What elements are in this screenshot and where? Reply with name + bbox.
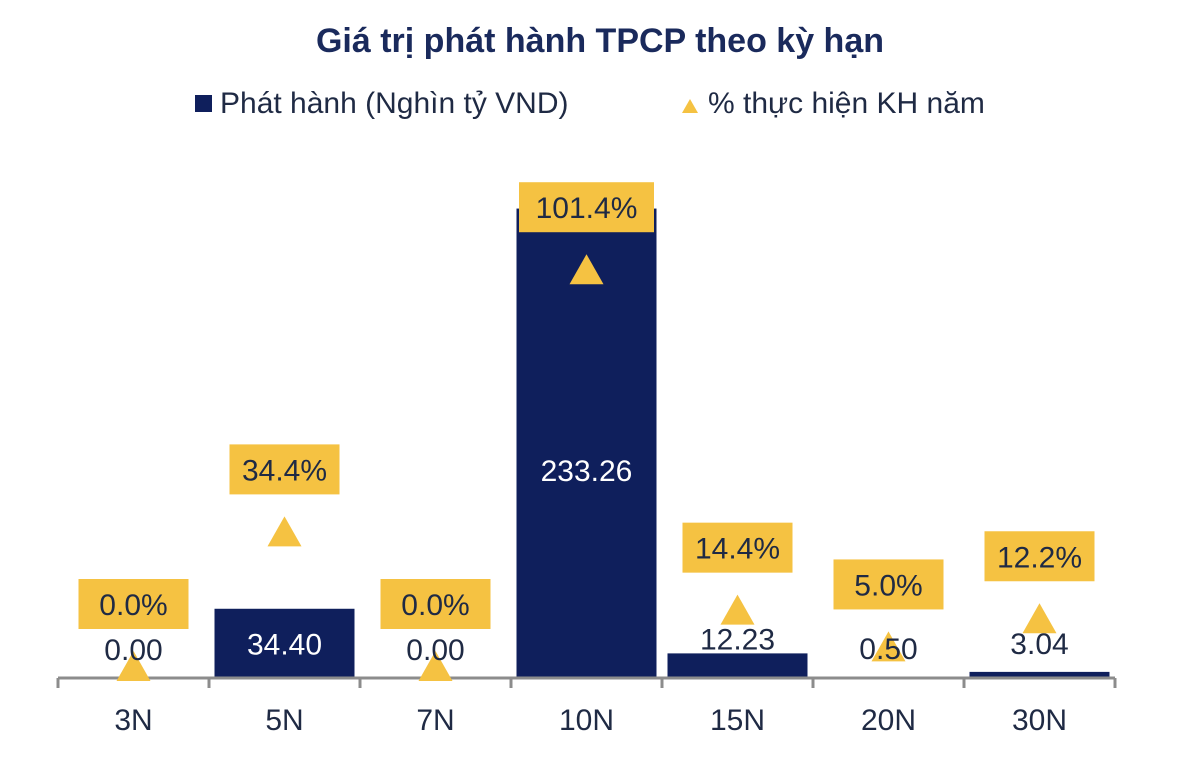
x-tick-label: 15N [710, 704, 765, 737]
bar-value-label: 3.04 [1010, 628, 1068, 661]
x-tick-label: 7N [416, 704, 454, 737]
pct-label-box [984, 531, 1095, 582]
x-tick-label: 30N [1012, 704, 1067, 737]
bar-value-label: 233.26 [541, 455, 633, 488]
pct-marker-15N [720, 594, 755, 625]
x-tick-label: 10N [559, 704, 614, 737]
bars-layer [214, 208, 1110, 678]
bar-30N [969, 671, 1110, 678]
pct-value-label: 0.0% [99, 589, 167, 622]
pct-marker-30N [1022, 603, 1057, 634]
pct-label-box [78, 579, 189, 629]
pct-marker-10N [569, 254, 604, 285]
pct-value-label: 12.2% [997, 541, 1082, 574]
bar-10N [516, 208, 657, 678]
x-tick-label: 3N [114, 704, 152, 737]
pct-value-label: 101.4% [536, 192, 638, 225]
x-tick-label: 5N [265, 704, 303, 737]
pct-label-box [380, 579, 491, 629]
pct-label-box [682, 522, 793, 573]
bar-value-label: 0.00 [104, 634, 162, 667]
pct-label-box [833, 559, 944, 610]
legend-bar-label: Phát hành (Nghìn tỷ VND) [220, 87, 569, 120]
pct-marker-7N [418, 651, 453, 681]
legend: Phát hành (Nghìn tỷ VND) % thực hiện KH … [195, 87, 985, 120]
bar-15N [667, 653, 808, 678]
x-axis: 3N 5N 7N 10N 15N 20N 30N [56, 676, 1117, 737]
markers-layer [116, 254, 1057, 681]
bar-value-label: 34.40 [247, 628, 322, 661]
pct-label-box [229, 444, 340, 495]
bar-5N [214, 608, 355, 678]
pct-marker-5N [267, 516, 302, 547]
pct-value-label: 14.4% [695, 533, 780, 566]
bar-value-label: 0.00 [406, 634, 464, 667]
pct-marker-20N [871, 631, 906, 662]
pct-marker-3N [116, 651, 151, 681]
legend-marker-label: % thực hiện KH năm [708, 87, 985, 120]
pct-value-label: 5.0% [854, 569, 922, 602]
legend-marker-icon [682, 99, 698, 113]
legend-bar-swatch [195, 95, 212, 112]
pct-label-box [519, 182, 654, 233]
chart-title: Giá trị phát hành TPCP theo kỳ hạn [316, 22, 884, 60]
bar-value-label: 12.23 [700, 623, 775, 656]
pct-value-label: 34.4% [242, 454, 327, 487]
pct-value-label: 0.0% [401, 589, 469, 622]
x-tick-label: 20N [861, 704, 916, 737]
labels-layer: 0.00 0.0% 34.40 34.4% 0.00 0.0% 233.26 101.4% 12… [78, 182, 1095, 667]
bar-value-label: 0.50 [859, 633, 917, 666]
